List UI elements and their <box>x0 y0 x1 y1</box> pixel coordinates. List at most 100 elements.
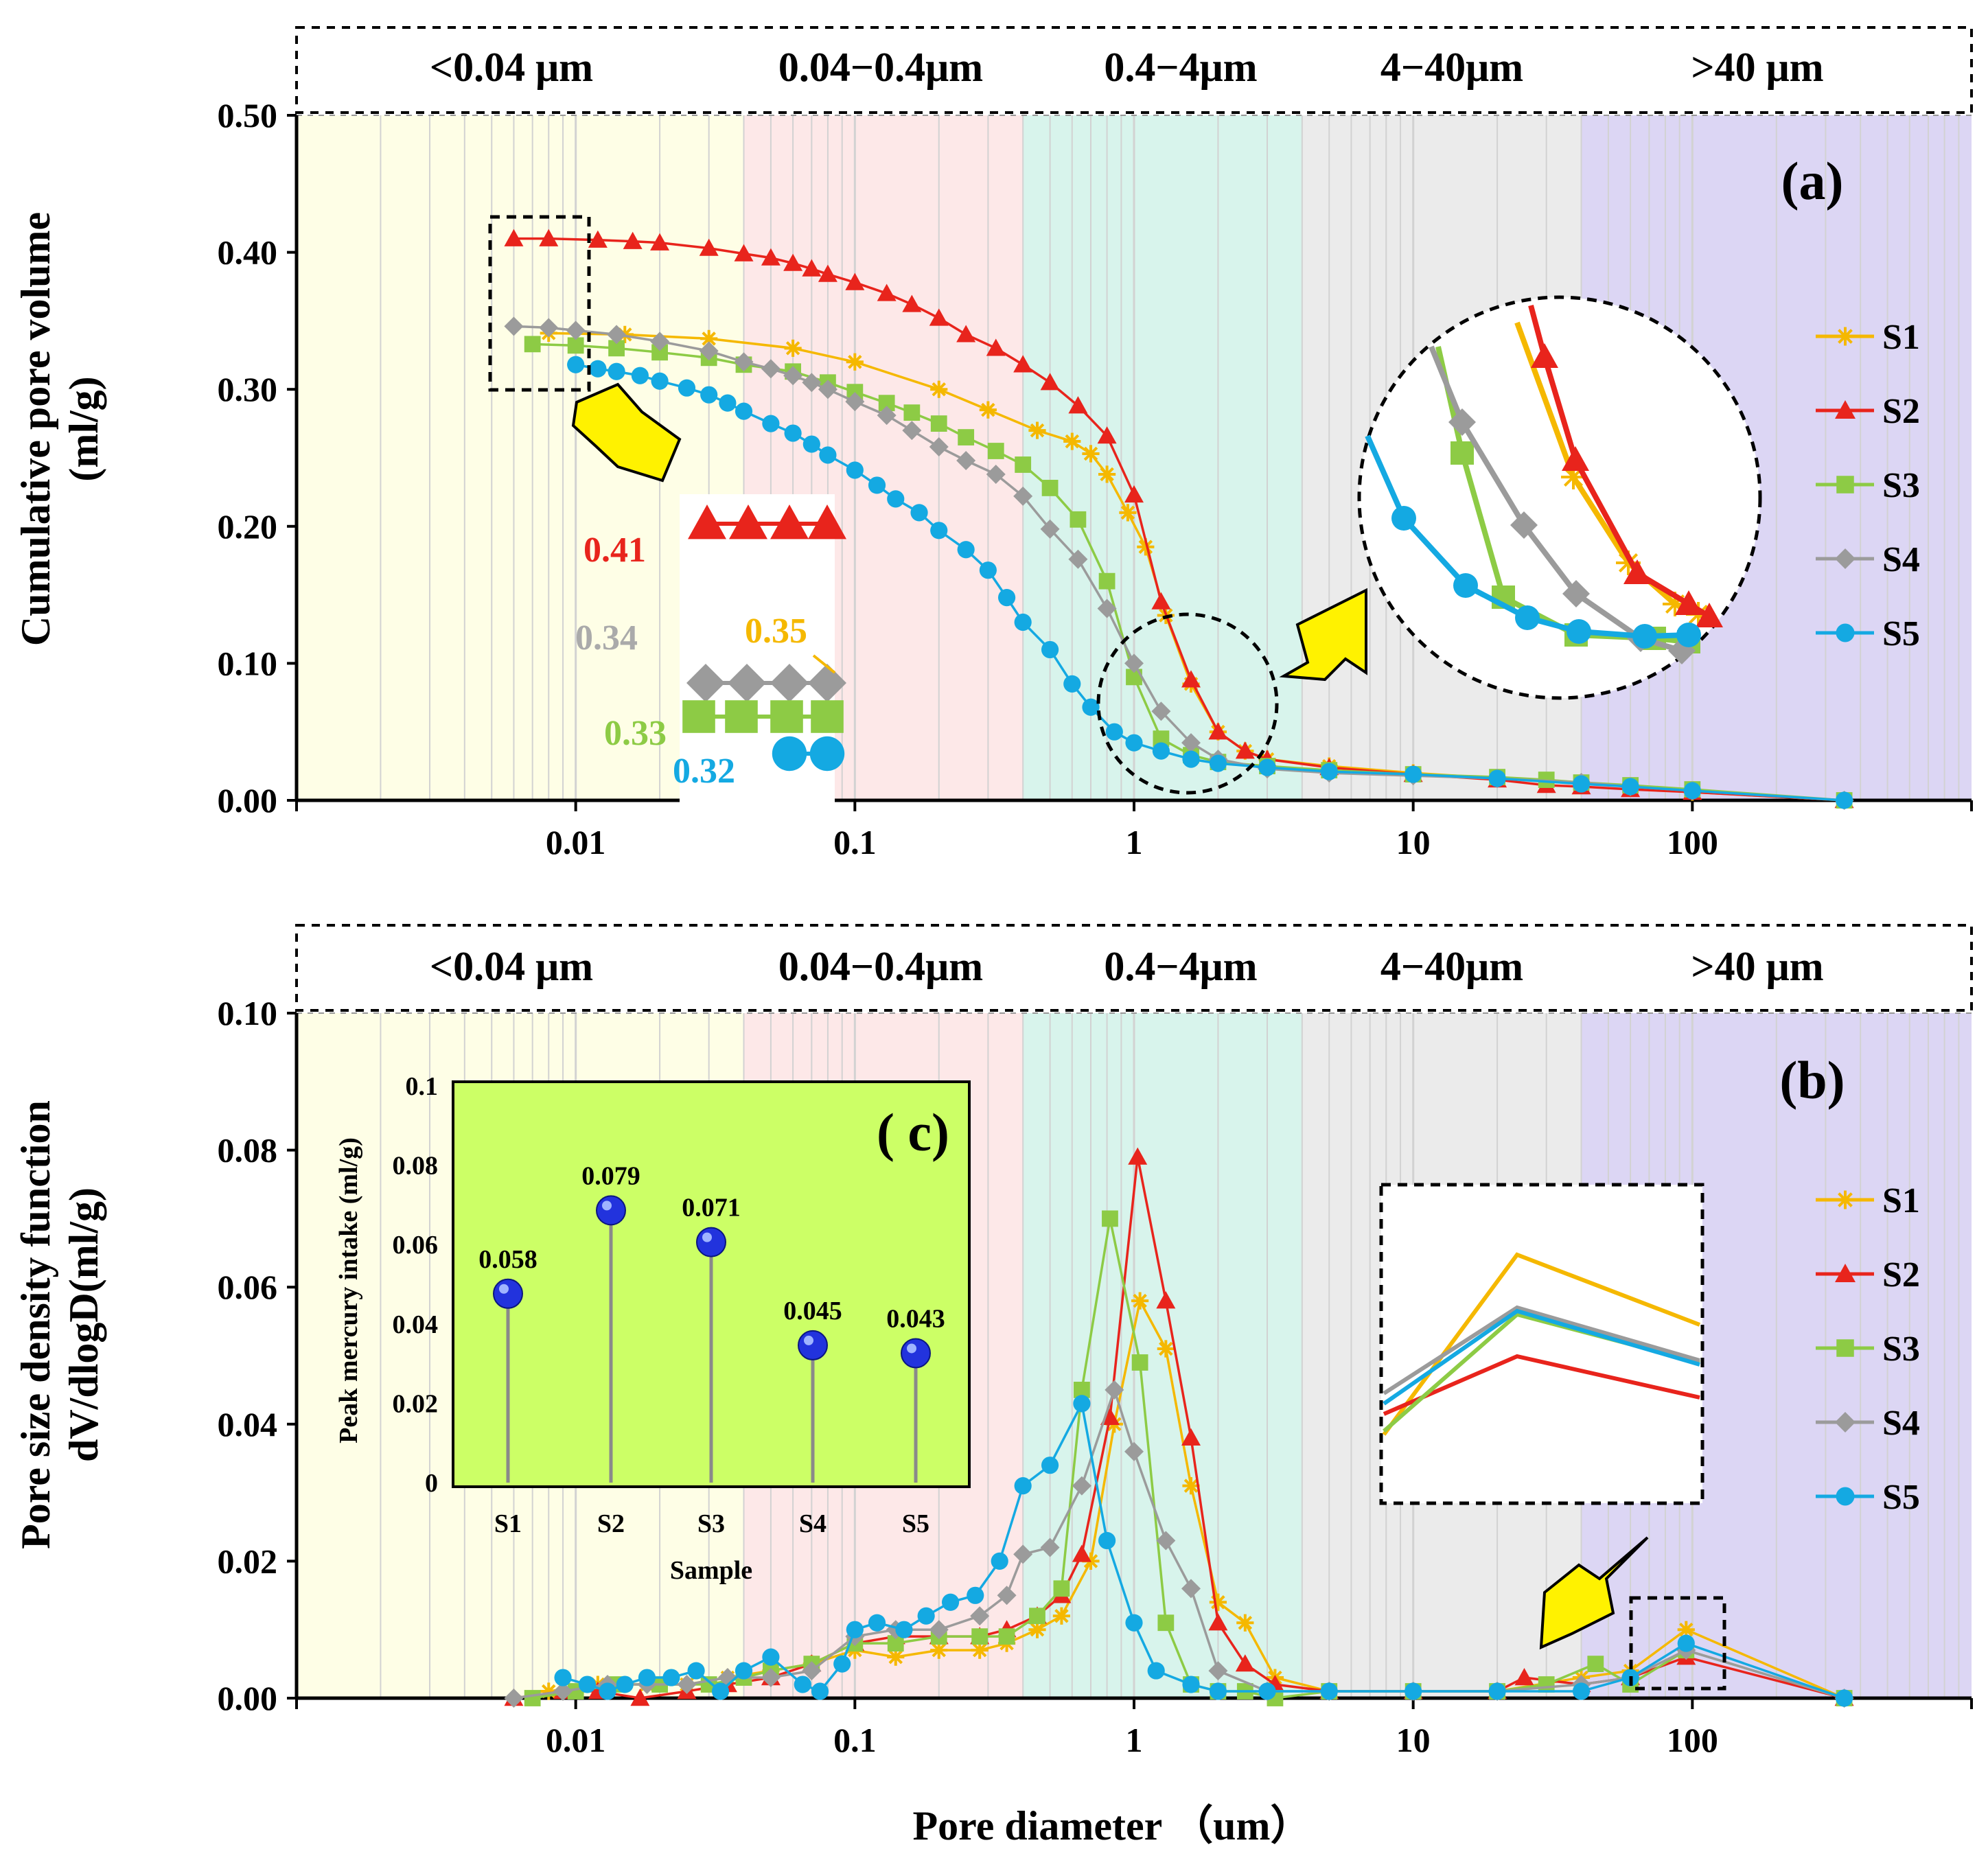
a-point-S5 <box>608 362 625 380</box>
b-point-S4 <box>717 1668 737 1688</box>
a-point-S5 <box>762 415 780 432</box>
a-callout-033: 0.33 <box>604 714 667 753</box>
a-callout-032: 0.32 <box>673 752 735 791</box>
a-point-S3 <box>930 415 947 432</box>
b-point-S1 <box>971 1641 989 1659</box>
b-point-S4 <box>761 1668 781 1688</box>
a-point-S2 <box>1097 426 1117 444</box>
b-band-label-2: 0.04−0.4μm <box>778 944 983 989</box>
c-point-highlight-S1 <box>499 1284 509 1294</box>
b-point-S1 <box>1028 1621 1046 1638</box>
a-circle-point-S4 <box>1448 408 1476 436</box>
b-legend-label-S1: S1 <box>1882 1181 1920 1220</box>
a-inset-point-S2 <box>729 505 767 540</box>
a-zoom-arrow-left <box>571 382 682 483</box>
b-x-tick-label: 1 <box>1126 1721 1143 1759</box>
a-point-S2 <box>1040 373 1060 391</box>
b-point-S5 <box>687 1662 705 1680</box>
a-point-S2 <box>818 264 837 282</box>
a-legend-label-S3: S3 <box>1882 466 1920 505</box>
a-point-S5 <box>1683 782 1701 800</box>
a-inset-point-S3 <box>811 700 844 733</box>
b-point-S5 <box>1320 1682 1338 1700</box>
b-point-S5 <box>1258 1682 1276 1700</box>
b-point-S4 <box>553 1682 573 1702</box>
a-point-S4 <box>818 380 837 399</box>
a-point-S4 <box>1124 653 1144 673</box>
a-point-S3 <box>524 336 541 353</box>
a-point-S3 <box>1098 572 1116 590</box>
a-circle-point-S2 <box>1696 603 1723 627</box>
a-point-S4 <box>802 373 822 393</box>
a-point-S5 <box>802 435 820 453</box>
c-y-tick-label: 0.04 <box>393 1310 439 1339</box>
a-legend-label-S1: S1 <box>1882 318 1920 357</box>
b-point-S4 <box>929 1620 949 1640</box>
a-point-S4 <box>986 464 1006 484</box>
b-point-S5 <box>794 1675 811 1693</box>
a-point-S2 <box>929 308 949 326</box>
a-point-S1 <box>1119 504 1137 522</box>
a-point-S5 <box>1572 775 1591 793</box>
c-value-label-S4: 0.045 <box>783 1297 842 1325</box>
a-point-S4 <box>1097 599 1117 618</box>
a-circle-point-S5 <box>1567 619 1591 644</box>
a-circle-point-S1 <box>1663 592 1687 616</box>
a-point-S3 <box>567 337 584 354</box>
b-point-S5 <box>711 1682 730 1700</box>
b-point-S5 <box>578 1675 597 1693</box>
c-value-label-S3: 0.071 <box>682 1194 741 1222</box>
a-x-tick-label: 0.01 <box>546 823 606 861</box>
a-point-S3 <box>987 443 1004 459</box>
b-panel-label: (b) <box>1779 1050 1845 1110</box>
b-point-S1 <box>887 1648 905 1666</box>
a-inset-point-S4 <box>728 664 766 702</box>
a-band-labels: <0.04 μm 0.04−0.4μm 0.4−4μm 4−40μm >40 μm <box>430 45 1824 90</box>
b-point-S5 <box>1835 1689 1853 1707</box>
b-point-S5 <box>1677 1634 1695 1652</box>
b-y-tick-label: 0.06 <box>218 1268 278 1306</box>
b-x-tick-label: 10 <box>1396 1721 1431 1759</box>
a-circle-point-S5 <box>1391 506 1416 531</box>
a-point-S5 <box>957 541 975 559</box>
c-axes: 0 0.02 0.04 0.06 0.08 0.1 S1 S2 S3 S4 S5 <box>393 1072 930 1538</box>
b-point-S5 <box>662 1669 680 1686</box>
b-y-title-line1: Pore size density function <box>13 1100 58 1549</box>
a-legend-marker-S4 <box>1835 548 1856 569</box>
b-y-tick-label: 0.04 <box>218 1405 278 1443</box>
a-circle-point-S2 <box>1623 559 1651 584</box>
b-point-S1 <box>1182 1477 1200 1495</box>
a-point-S4 <box>1151 701 1171 721</box>
a-band-header-box <box>295 26 1973 114</box>
b-band-label-4: 4−40μm <box>1380 944 1523 989</box>
b-point-S5 <box>895 1621 913 1638</box>
b-point-S5 <box>1125 1614 1143 1632</box>
b-point-S3 <box>1157 1614 1175 1632</box>
a-point-S1 <box>784 339 802 357</box>
b-point-S3 <box>1131 1354 1148 1371</box>
b-point-S5 <box>811 1682 829 1700</box>
b-point-S5 <box>616 1675 634 1693</box>
a-circle-point-S5 <box>1453 573 1478 598</box>
a-legend: S1 S2 S3 S4 S5 <box>1816 318 1920 653</box>
b-inset-marks <box>1382 1252 1701 1436</box>
a-point-S5 <box>1320 763 1338 780</box>
b-point-S5 <box>1041 1457 1059 1474</box>
c-x-tick-label-S1: S1 <box>494 1509 522 1538</box>
b-point-S4 <box>1013 1544 1033 1564</box>
c-point-S5 <box>901 1338 931 1369</box>
a-point-S4 <box>1013 486 1033 506</box>
panel-a: <0.04 μm 0.04−0.4μm 0.4−4μm 4−40μm >40 μm 0.… <box>13 26 1973 861</box>
b-point-S2 <box>1100 1407 1120 1426</box>
a-point-S2 <box>588 230 608 248</box>
a-point-S4 <box>650 332 670 351</box>
a-point-S4 <box>699 341 719 361</box>
a-point-S3 <box>1015 456 1032 473</box>
a-point-S4 <box>929 437 949 457</box>
a-point-S2 <box>877 283 897 301</box>
a-point-S3 <box>958 429 975 445</box>
a-inset-point-S5 <box>809 736 845 772</box>
b-zoom-arrow <box>1539 1536 1649 1650</box>
a-inset-point-S4 <box>686 664 725 702</box>
a-point-S5 <box>1041 640 1059 659</box>
